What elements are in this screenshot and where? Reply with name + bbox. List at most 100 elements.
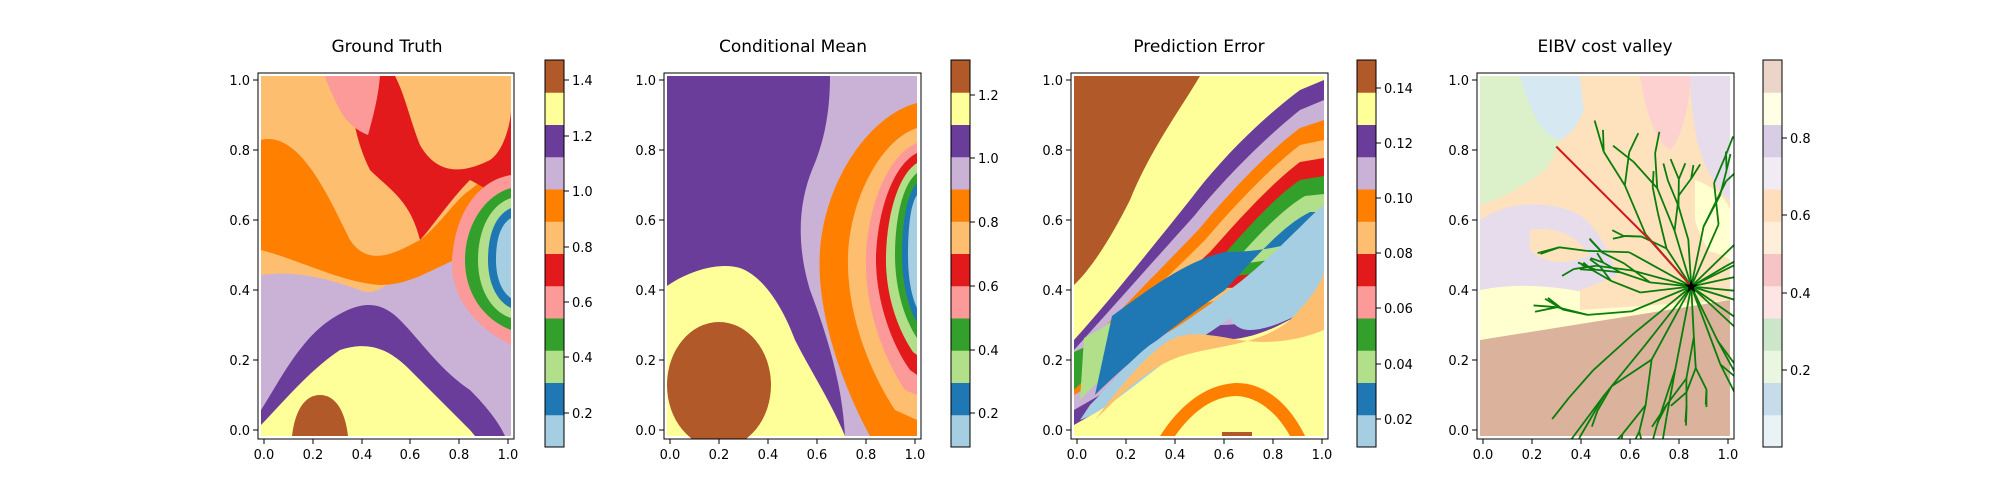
tree-edge <box>1620 433 1624 439</box>
x-tick-label: 1.0 <box>905 448 926 463</box>
panel-title-eibv-cost-valley: EIBV cost valley <box>1537 37 1672 57</box>
colorbar-tick-label: 0.8 <box>1790 132 1811 147</box>
tree-edge <box>1612 235 1625 240</box>
colorbar-tick-label: 0.2 <box>572 407 593 422</box>
heatmap-ground-truth <box>258 73 514 439</box>
tree-edge <box>1678 178 1692 196</box>
colorbar-tick-label: 0.10 <box>1384 192 1413 207</box>
tree-edge <box>1669 158 1680 180</box>
tree-edge <box>1611 358 1653 388</box>
tree-edge <box>1719 169 1728 196</box>
tree-edge <box>1603 346 1645 396</box>
colorbar-segment <box>1357 285 1376 319</box>
y-tick-label: 0.4 <box>229 284 250 299</box>
tree-edge <box>1534 306 1558 313</box>
colorbar-segment <box>1357 414 1376 448</box>
colorbar-tick-label: 0.6 <box>978 280 999 295</box>
tree-edge <box>1623 262 1651 284</box>
tree-edge <box>1657 213 1668 249</box>
y-tick-label: 0.2 <box>229 354 250 369</box>
x-tick-label: 0.6 <box>1620 448 1641 463</box>
colorbar-tick-label: 0.4 <box>978 344 999 359</box>
tree-edge <box>1573 264 1597 270</box>
tree-edge <box>1661 416 1668 439</box>
colorbar-tick-label: 1.2 <box>978 89 999 104</box>
axes-frame <box>257 72 515 440</box>
y-axis-prediction-error: 0.0 0.2 0.4 0.6 0.8 1.0 <box>1042 74 1071 439</box>
colorbar-conditional-mean: 0.2 0.4 0.6 0.8 1.0 1.2 <box>950 59 999 448</box>
colorbar-tick-label: 0.4 <box>572 351 593 366</box>
colorbar-segment <box>1763 414 1782 448</box>
tree-edge <box>1690 286 1722 365</box>
tree-edge <box>1667 180 1680 207</box>
colorbar-segment <box>1357 350 1376 383</box>
colorbar-tick-label: 1.4 <box>572 74 593 89</box>
tree-edge <box>1616 433 1624 439</box>
y-tick-label: 0.8 <box>635 144 656 159</box>
tree-edge <box>1690 285 1734 301</box>
tree-edge <box>1611 229 1625 237</box>
tree-edge <box>1596 252 1604 263</box>
x-tick-label: 0.6 <box>400 448 421 463</box>
colorbar-ground-truth: 0.2 0.4 0.6 0.8 1.0 1.2 1.4 <box>544 59 593 448</box>
tree-edge <box>1588 237 1603 254</box>
tree-edge <box>1716 340 1734 365</box>
panel-eibv-cost-valley: EIBV cost valley ★ 0.0 <box>1448 37 1811 463</box>
colorbar-segment <box>1763 60 1782 93</box>
colorbar-tick-label: 0.14 <box>1384 82 1413 97</box>
y-axis-conditional-mean: 0.0 0.2 0.4 0.6 0.8 1.0 <box>635 74 664 439</box>
x-tick-label: 1.0 <box>1312 448 1333 463</box>
colorbar-segment <box>1357 92 1376 125</box>
tree-edge <box>1670 391 1688 407</box>
colorbar-segment <box>545 156 564 190</box>
x-tick-label: 0.0 <box>1067 448 1088 463</box>
tree-edge <box>1713 182 1720 225</box>
tree-edge <box>1724 136 1734 158</box>
tree-edge <box>1579 268 1593 272</box>
tree-edge <box>1644 359 1653 406</box>
tree-edge <box>1559 246 1587 252</box>
tree-edge <box>1690 223 1720 287</box>
tree-edge <box>1593 120 1605 152</box>
colorbar-segment <box>1763 156 1782 190</box>
tree-edge <box>1592 331 1636 372</box>
tree-edge <box>1652 425 1658 439</box>
tree-edge <box>1685 367 1697 393</box>
tree-edge <box>1725 172 1734 182</box>
tree-edge <box>1612 144 1634 163</box>
panel-ground-truth: Ground Truth 0.0 0.2 0.4 0.6 0.8 1.0 <box>229 37 592 463</box>
y-tick-label: 0.6 <box>229 214 250 229</box>
colorbar-segment <box>951 60 970 93</box>
colorbar-segment <box>951 350 970 383</box>
colorbar-segment <box>545 414 564 448</box>
panel-title-conditional-mean: Conditional Mean <box>719 37 867 57</box>
tree-edge <box>1620 271 1651 284</box>
tree-edge <box>1690 264 1734 288</box>
tree-edge <box>1677 205 1690 240</box>
y-tick-label: 0.2 <box>1042 354 1063 369</box>
x-tick-label: 1.0 <box>1718 448 1739 463</box>
star-icon: ★ <box>1683 277 1699 298</box>
x-tick-label: 0.8 <box>1669 448 1690 463</box>
tree-edge <box>1678 162 1687 180</box>
y-tick-label: 0.8 <box>1448 144 1469 159</box>
tree-edge <box>1631 285 1692 313</box>
x-tick-label: 0.8 <box>1263 448 1284 463</box>
y-tick-label: 0.4 <box>1448 284 1469 299</box>
colorbar-tick-label: 0.2 <box>978 407 999 422</box>
tree-edge <box>1610 279 1641 294</box>
tree-edge <box>1596 264 1633 272</box>
colorbar-tick-label: 1.0 <box>572 185 593 200</box>
colorbar-tick-label: 0.02 <box>1384 413 1413 428</box>
colorbar-segment <box>545 318 564 351</box>
tree-edge <box>1628 132 1640 153</box>
colorbar-tick-label: 0.8 <box>978 216 999 231</box>
tree-edge <box>1602 151 1626 186</box>
tree-edge <box>1692 336 1697 369</box>
colorbar-segment <box>951 253 970 287</box>
heatmap-conditional-mean <box>664 73 921 439</box>
colorbar-segment <box>1763 253 1782 287</box>
tree-edge <box>1691 285 1734 292</box>
tree-edge <box>1602 129 1605 152</box>
